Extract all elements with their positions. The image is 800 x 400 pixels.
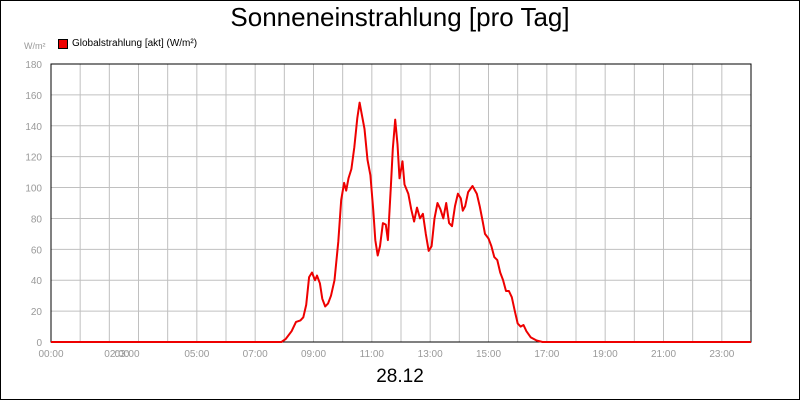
y-tick-label: 120 — [25, 153, 42, 164]
y-tick-label: 40 — [31, 276, 43, 287]
y-axis-ticks: 0 20 40 60 80 100 120 140 160 180 — [25, 60, 42, 349]
x-tick-label: 23:00 — [709, 349, 734, 360]
x-tick-label: 15:00 — [476, 349, 501, 360]
x-tick-label: 19:00 — [593, 349, 618, 360]
x-tick-label: 09:00 — [301, 349, 326, 360]
x-tick-label: 05:00 — [184, 349, 209, 360]
x-tick-label: 02:00 — [104, 349, 129, 360]
date-label: 28.12 — [376, 366, 424, 387]
y-tick-label: 160 — [25, 91, 42, 102]
y-tick-label: 140 — [25, 122, 42, 133]
x-tick-label: 21:00 — [651, 349, 676, 360]
y-tick-label: 180 — [25, 60, 42, 71]
legend-swatch — [58, 38, 68, 49]
y-tick-label: 100 — [25, 184, 42, 195]
series-line — [51, 101, 751, 343]
x-tick-label: 03:00 — [115, 349, 140, 360]
y-tick-label: 60 — [31, 245, 43, 256]
y-axis-unit: W/m² — [24, 41, 46, 51]
x-tick-label: 00:00 — [38, 349, 63, 360]
x-tick-label: 11:00 — [360, 349, 385, 360]
x-tick-label: 07:00 — [243, 349, 268, 360]
legend-label: Globalstrahlung [akt] (W/m²) — [72, 38, 198, 49]
plot-area — [50, 63, 752, 343]
legend: Globalstrahlung [akt] (W/m²) — [58, 38, 197, 49]
chart-title: Sonneneinstrahlung [pro Tag] — [230, 2, 570, 32]
grid-lines — [51, 64, 751, 342]
y-tick-label: 20 — [31, 307, 43, 318]
x-tick-label: 17:00 — [534, 349, 559, 360]
series-group — [51, 101, 751, 343]
y-tick-label: 80 — [31, 214, 43, 225]
y-tick-label: 0 — [36, 338, 42, 349]
x-tick-label: 13:00 — [418, 349, 443, 360]
